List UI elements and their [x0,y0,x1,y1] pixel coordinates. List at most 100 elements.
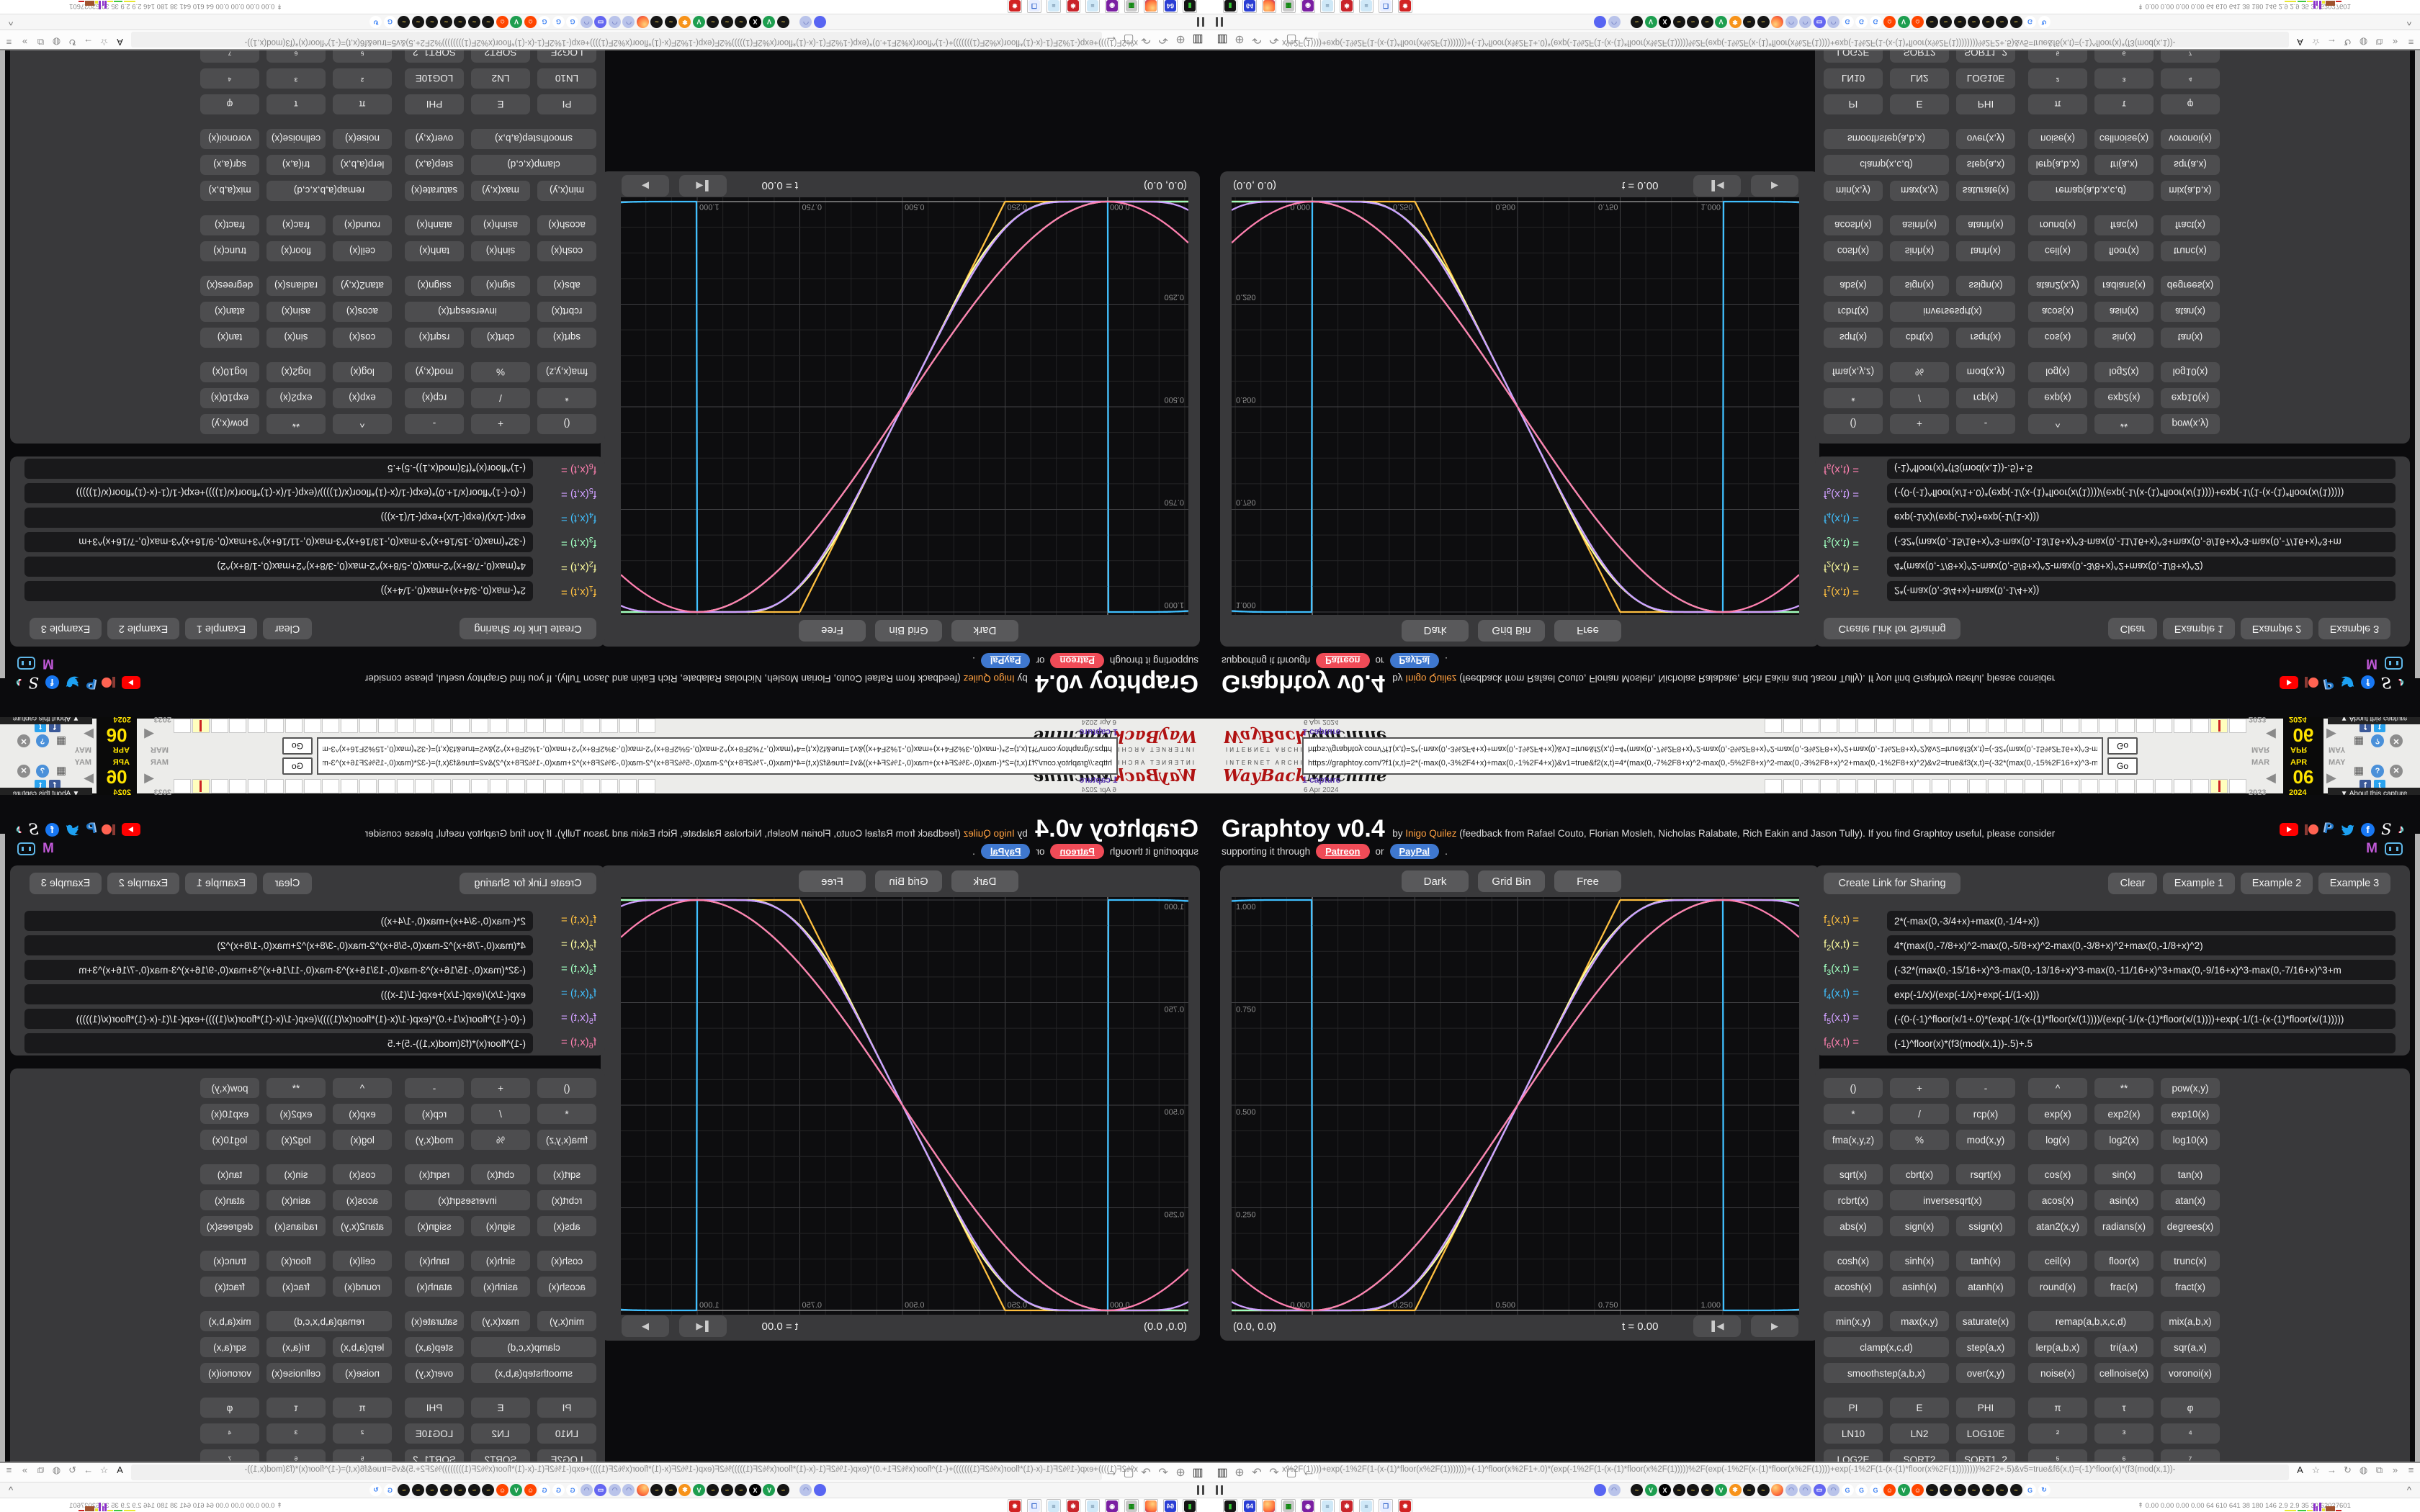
grid-button[interactable]: E [1890,1398,1949,1418]
gear-icon[interactable]: ✹ [1008,0,1022,13]
purple-app-icon[interactable]: ◉ [1301,0,1315,13]
example-2-button[interactable]: Example 2 [107,618,179,639]
grid-button[interactable]: sqrt(x) [1824,328,1883,348]
grid-button[interactable]: saturate(x) [1956,181,2015,201]
capture-count[interactable]: 1 capture [1302,775,1341,785]
help-icon[interactable]: ? [2371,734,2384,747]
address-bar[interactable] [1318,1464,2289,1480]
grid-button[interactable]: mix(a,b,x) [2161,181,2220,201]
tab-favicon-wave[interactable]: ~ [426,16,439,28]
calendar-cell[interactable] [508,719,526,733]
grid-button[interactable]: exp10(x) [2161,388,2220,408]
tab-favicon-sphere[interactable]: ◠ [622,1484,635,1496]
time-reset-button[interactable]: ▌◀ [679,1315,727,1337]
grid-button[interactable]: exp(x) [2028,1104,2087,1124]
grid-button[interactable]: round(x) [333,1277,392,1297]
help-icon[interactable]: ? [36,734,49,747]
calendar-cell[interactable] [192,779,210,793]
calendar-cell[interactable] [582,779,600,793]
formula-input-f3[interactable] [24,960,533,980]
grid-button[interactable]: sinh(x) [1890,1251,1949,1271]
grid-button[interactable]: log(x) [2028,362,2087,382]
tab-favicon-wave[interactable]: ~ [468,16,480,28]
paypal-button[interactable]: PayPal [1389,653,1440,668]
calendar-cell[interactable] [1801,779,1819,793]
calendar-cell[interactable] [1765,779,1782,793]
grid-button[interactable]: mix(a,b,x) [2161,1311,2220,1331]
youtube-icon[interactable] [121,823,140,836]
calendar-cell[interactable] [1820,719,1838,733]
tab-favicon-wave[interactable]: ~ [1940,16,1952,28]
grid-button[interactable]: log2(x) [2094,1130,2154,1150]
tiktok-icon[interactable]: ♪ [16,676,22,690]
c64-icon[interactable]: 64 [1163,1499,1178,1512]
next-capture-arrow-icon[interactable]: ▶ [84,727,94,742]
tab-favicon-google[interactable]: G [384,16,396,28]
monitor-icon[interactable]: ▦ [1124,1499,1139,1512]
grid-button[interactable]: acos(x) [2028,1190,2087,1210]
grid-button[interactable]: asinh(x) [1890,215,1949,235]
grid-button[interactable]: pow(x,y) [2161,1078,2220,1098]
tab-favicon-wave[interactable]: ~ [707,1484,720,1496]
red-badge-icon[interactable]: ✱ [1066,0,1080,13]
author-link[interactable]: Inigo Quilez [963,828,1015,839]
grid-button[interactable]: rsqrt(x) [1956,1164,2015,1184]
notepad2-icon[interactable]: ≡ [1047,1499,1061,1512]
grid-button[interactable]: LN2 [471,1423,530,1444]
grid-button[interactable]: max(x,y) [1890,181,1949,201]
grid-button[interactable]: cellnoise(x) [2094,129,2154,149]
grid-button[interactable]: PHI [1956,94,2015,114]
grid-button[interactable]: rcp(x) [405,388,464,408]
calendar-cell[interactable] [1857,779,1875,793]
grid-button[interactable]: () [1824,1078,1883,1098]
grid-button[interactable]: over(x,y) [405,129,464,149]
c64-icon[interactable]: 64 [1163,0,1178,13]
grid-button[interactable]: acos(x) [333,302,392,322]
grid-button[interactable]: LOG10E [1956,1423,2015,1444]
grid-button[interactable]: exp2(x) [2094,388,2154,408]
calendar-cell[interactable] [1987,719,2005,733]
grid-button[interactable]: fma(x,y,z) [1824,1130,1883,1150]
grid-button[interactable]: max(x,y) [1890,1311,1949,1331]
grid-button[interactable]: + [471,414,530,434]
example-3-button[interactable]: Example 3 [2318,618,2390,639]
calendar-cell[interactable] [2118,719,2136,733]
grid-button[interactable]: step(a,x) [1956,155,2015,175]
tab-favicon-google[interactable]: G [1841,1484,1854,1496]
tab-favicon-wave[interactable]: ~ [1743,1484,1755,1496]
reader-icon[interactable]: A [2297,1464,2303,1475]
grid-button[interactable]: exp2(x) [266,388,326,408]
monitor-icon[interactable]: ▦ [1281,0,1296,13]
calendar-cell[interactable] [638,719,655,733]
time-play-button[interactable]: ▶ [622,175,669,197]
grid-button[interactable]: ** [266,414,326,434]
grid-button[interactable]: mod(x,y) [405,362,464,382]
grid-button[interactable]: ⁴ [2161,1423,2220,1444]
grid-button[interactable]: π [333,94,392,114]
grid-button[interactable]: sqr(a,x) [200,1337,259,1357]
tab-favicon-wave[interactable]: ~ [777,16,789,28]
calendar-cell[interactable] [266,719,284,733]
calendar-cell[interactable] [415,779,433,793]
clear-button[interactable]: Clear [2108,618,2157,639]
page-scrollbar[interactable] [2415,834,2420,1500]
twitter-icon[interactable] [66,824,80,836]
tab-favicon-wave[interactable]: ~ [1981,1484,1994,1496]
tab-favicon-wave[interactable]: ~ [440,1484,452,1496]
grid-button[interactable]: ssign(x) [405,1216,464,1236]
tab-favicon-reload[interactable]: ↻ [369,1484,382,1496]
calendar-cell[interactable] [1913,719,1931,733]
trash-icon[interactable]: ▥ [1216,1467,1228,1479]
gauge-icon[interactable]: ↶ [1158,33,1168,45]
grid-button[interactable]: E [471,1398,530,1418]
grid-button[interactable]: sin(x) [2094,1164,2154,1184]
window-icon[interactable]: ❐ [1379,1499,1393,1512]
grid-button[interactable]: smoothstep(a,b,x) [1824,1363,1949,1383]
tab-favicon-sphere[interactable]: ◠ [609,1484,621,1496]
prev-capture-arrow-icon[interactable]: ◀ [144,770,154,785]
grid-button[interactable]: step(a,x) [405,155,464,175]
grid-button[interactable]: ^ [333,414,392,434]
formula-input-f1[interactable] [24,581,533,601]
page-scrollbar[interactable] [2415,12,2420,678]
grid-button[interactable]: ⁴ [200,1423,259,1444]
